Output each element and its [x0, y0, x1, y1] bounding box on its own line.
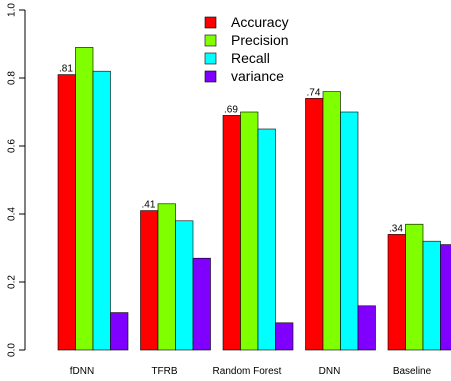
- category-label: DNN: [319, 366, 341, 377]
- bar-random-forest-precision: [240, 111, 259, 351]
- bars: [57, 47, 451, 351]
- bar-tfrb-recall: [175, 220, 194, 351]
- legend-swatch-precision: [204, 34, 217, 47]
- bar-dnn-variance: [357, 305, 376, 351]
- bar-dnn-precision: [322, 91, 341, 351]
- legend-label-variance: variance: [231, 68, 284, 84]
- category-label: TFRB: [151, 366, 177, 377]
- y-tick-label: 0.6: [7, 139, 18, 153]
- legend-label-accuracy: Accuracy: [231, 14, 289, 30]
- bar-fdnn-accuracy: [57, 74, 76, 351]
- bar-fdnn-variance: [110, 312, 129, 351]
- legend-swatch-accuracy: [204, 16, 217, 29]
- bar-baseline-accuracy: [387, 234, 406, 351]
- bar-dnn-accuracy: [305, 98, 324, 351]
- legend-swatch-variance: [204, 70, 217, 83]
- y-tick-label: 0.4: [7, 207, 18, 221]
- category-label: fDNN: [70, 366, 94, 377]
- category-label: Baseline: [393, 366, 432, 377]
- bar-baseline-precision: [405, 223, 424, 351]
- bar-baseline-variance: [440, 244, 451, 351]
- data-label: .81: [59, 64, 73, 75]
- y-tick-label: 0.8: [7, 71, 18, 85]
- legend: Accuracy Precision Recall variance: [204, 14, 289, 84]
- bar-tfrb-accuracy: [140, 210, 159, 351]
- bar-fdnn-precision: [75, 47, 94, 351]
- y-tick-label: 0.0: [7, 343, 18, 357]
- legend-label-recall: Recall: [231, 50, 270, 66]
- data-label: .74: [307, 87, 321, 98]
- category-labels: fDNN TFRB Random Forest DNN Baseline: [70, 366, 432, 377]
- data-labels: .81 .41 .69 .74 .34: [59, 64, 403, 235]
- bar-random-forest-accuracy: [222, 115, 241, 351]
- legend-label-precision: Precision: [231, 32, 289, 48]
- category-label: Random Forest: [213, 366, 282, 377]
- legend-swatch-recall: [204, 52, 217, 65]
- bar-random-forest-variance: [275, 322, 294, 351]
- bar-tfrb-precision: [157, 203, 176, 351]
- bar-tfrb-variance: [192, 257, 211, 351]
- data-label: .41: [142, 200, 156, 211]
- bar-fdnn-recall: [92, 70, 111, 351]
- y-tick-label: 0.2: [7, 275, 18, 289]
- bar-baseline-recall: [422, 240, 441, 351]
- y-axis: 0.0 0.2 0.4 0.6 0.8 1.0: [7, 3, 26, 357]
- bar-random-forest-recall: [257, 128, 276, 351]
- data-label: .69: [224, 104, 238, 115]
- data-label: .34: [389, 223, 403, 234]
- bar-dnn-recall: [340, 111, 359, 351]
- y-tick-label: 1.0: [7, 3, 18, 17]
